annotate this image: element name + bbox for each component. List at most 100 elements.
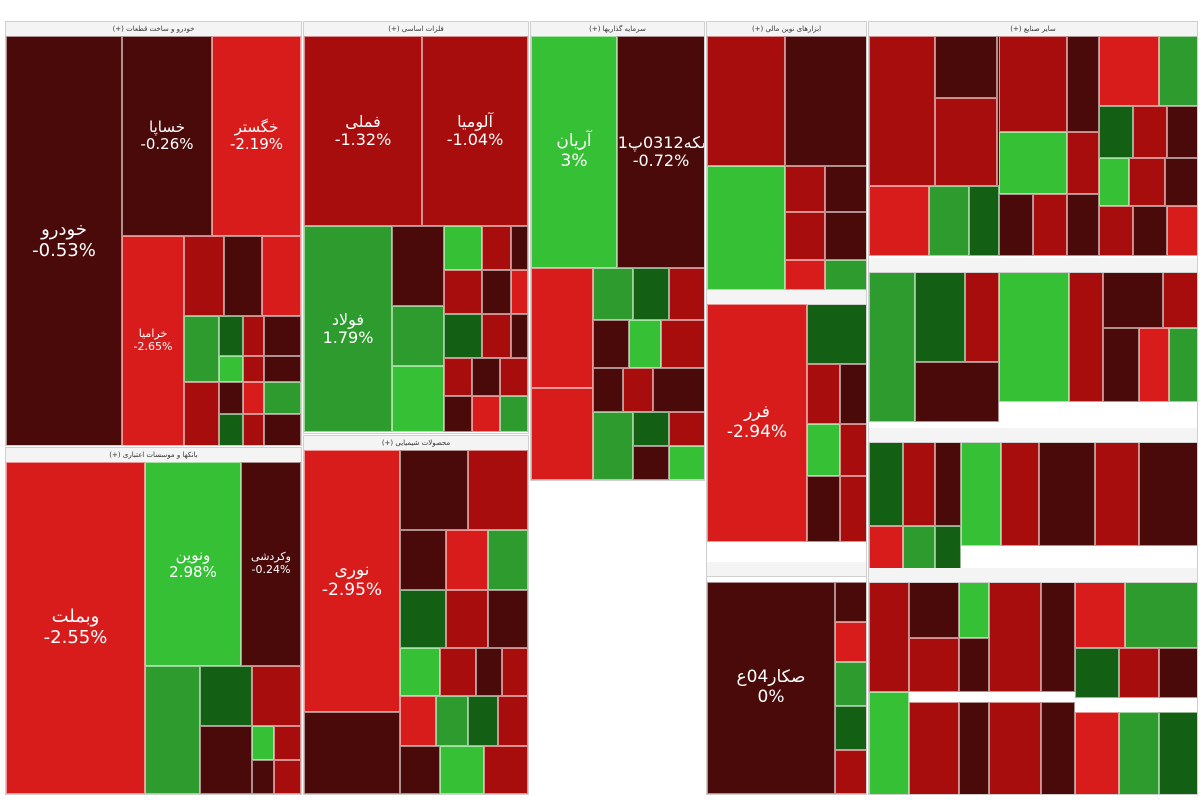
stock-tile[interactable]: وبملت -2.55% [6,462,145,794]
small-stock-tile[interactable] [400,450,468,530]
subsector-header[interactable] [1139,428,1197,443]
small-stock-tile[interactable] [468,450,528,530]
small-stock-tile[interactable] [835,706,866,750]
small-stock-tile[interactable] [184,316,219,382]
sector-title[interactable]: سایر صنایع (+) [869,22,1197,37]
subsector-header[interactable] [869,258,999,273]
small-stock-tile[interactable] [669,446,704,480]
small-stock-tile[interactable] [444,226,482,270]
small-stock-tile[interactable] [633,412,669,446]
small-stock-tile[interactable] [1133,106,1167,158]
small-stock-tile[interactable] [484,746,528,794]
small-stock-tile[interactable] [1099,106,1133,158]
small-stock-tile[interactable] [935,442,961,526]
small-stock-tile[interactable] [472,396,500,432]
small-stock-tile[interactable] [1163,272,1197,328]
small-stock-tile[interactable] [903,442,935,526]
small-stock-tile[interactable] [400,648,440,696]
small-stock-tile[interactable] [999,132,1067,194]
small-stock-tile[interactable] [1133,206,1167,256]
stock-tile[interactable]: خودرو -0.53% [6,36,122,445]
small-stock-tile[interactable] [1129,158,1165,206]
small-stock-tile[interactable] [1075,648,1119,698]
small-stock-tile[interactable] [840,424,866,476]
small-stock-tile[interactable] [1119,648,1159,698]
small-stock-tile[interactable] [482,226,511,270]
small-stock-tile[interactable] [623,368,653,412]
small-stock-tile[interactable] [869,526,903,576]
small-stock-tile[interactable] [999,272,1069,402]
small-stock-tile[interactable] [835,622,866,662]
small-stock-tile[interactable] [1095,442,1139,546]
stock-tile[interactable]: فولاد 1.79% [304,226,392,432]
small-stock-tile[interactable] [959,638,989,692]
small-stock-tile[interactable] [252,760,274,794]
small-stock-tile[interactable] [482,270,511,314]
small-stock-tile[interactable] [840,364,866,424]
small-stock-tile[interactable] [835,582,866,622]
subsector-header[interactable] [707,290,866,305]
small-stock-tile[interactable] [807,424,840,476]
subsector-header[interactable] [707,562,866,577]
small-stock-tile[interactable] [669,412,704,446]
small-stock-tile[interactable] [511,314,528,358]
small-stock-tile[interactable] [243,382,264,414]
small-stock-tile[interactable] [219,382,243,414]
small-stock-tile[interactable] [869,442,903,526]
sector-title[interactable]: خودرو و ساخت قطعات (+) [6,22,301,37]
small-stock-tile[interactable] [825,212,866,260]
subsector-header[interactable] [869,568,989,583]
small-stock-tile[interactable] [1139,442,1197,546]
small-stock-tile[interactable] [392,306,444,366]
sector-title[interactable]: بانکها و موسسات اعتباری (+) [6,448,301,463]
small-stock-tile[interactable] [1067,132,1099,194]
small-stock-tile[interactable] [1001,442,1039,546]
small-stock-tile[interactable] [444,396,472,432]
small-stock-tile[interactable] [1041,582,1075,692]
small-stock-tile[interactable] [400,530,446,590]
small-stock-tile[interactable] [444,314,482,358]
small-stock-tile[interactable] [909,702,959,794]
small-stock-tile[interactable] [440,648,476,696]
small-stock-tile[interactable] [807,304,866,364]
sector-title[interactable]: محصولات شیمیایی (+) [304,436,528,451]
small-stock-tile[interactable] [633,446,669,480]
stock-tile[interactable]: آلومیا -1.04% [422,36,528,226]
small-stock-tile[interactable] [969,186,999,256]
small-stock-tile[interactable] [511,226,528,270]
small-stock-tile[interactable] [807,364,840,424]
small-stock-tile[interactable] [593,412,633,480]
small-stock-tile[interactable] [965,272,999,362]
small-stock-tile[interactable] [500,396,528,432]
small-stock-tile[interactable] [252,726,274,760]
small-stock-tile[interactable] [961,442,1001,546]
small-stock-tile[interactable] [869,582,909,692]
small-stock-tile[interactable] [807,476,840,542]
small-stock-tile[interactable] [633,268,669,320]
small-stock-tile[interactable] [444,358,472,396]
small-stock-tile[interactable] [400,746,440,794]
small-stock-tile[interactable] [274,760,301,794]
stock-tile[interactable]: صکار04ع 0% [707,582,835,794]
small-stock-tile[interactable] [999,36,1067,132]
stock-tile[interactable]: آریان 3% [531,36,617,268]
small-stock-tile[interactable] [669,268,704,320]
small-stock-tile[interactable] [446,590,488,648]
small-stock-tile[interactable] [252,666,301,726]
subsector-header[interactable] [989,568,1075,583]
small-stock-tile[interactable] [1075,582,1125,648]
sector-title[interactable]: ابزارهای نوین مالی (+) [707,22,866,37]
small-stock-tile[interactable] [593,268,633,320]
small-stock-tile[interactable] [264,316,301,356]
small-stock-tile[interactable] [1099,158,1129,206]
subsector-header[interactable] [1099,258,1197,273]
small-stock-tile[interactable] [200,726,252,794]
small-stock-tile[interactable] [444,270,482,314]
small-stock-tile[interactable] [653,368,704,412]
stock-tile[interactable]: خراميا -2.65% [122,236,184,445]
small-stock-tile[interactable] [629,320,661,368]
stock-tile[interactable]: ونوین 2.98% [145,462,241,666]
small-stock-tile[interactable] [446,530,488,590]
small-stock-tile[interactable] [1075,712,1119,794]
subsector-header[interactable] [1039,428,1095,443]
